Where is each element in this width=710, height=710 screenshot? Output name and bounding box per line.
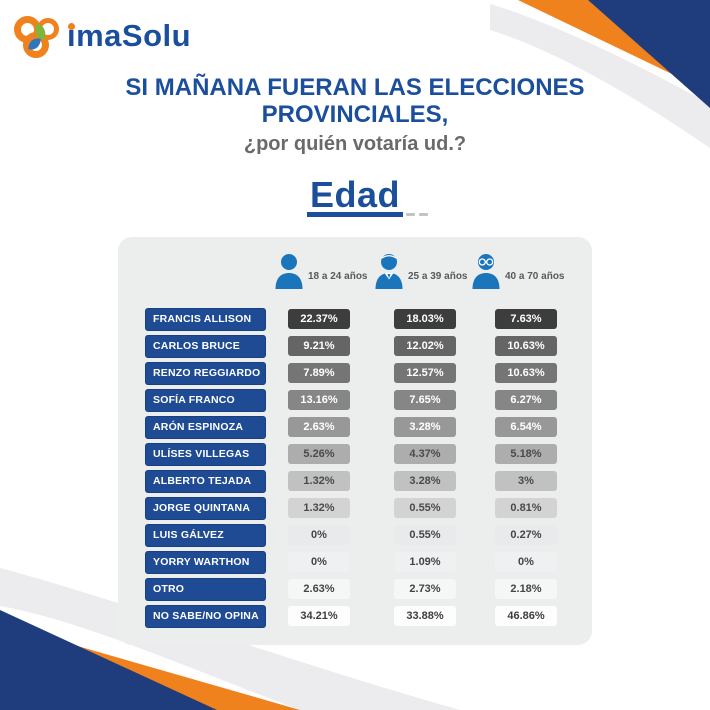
value-cell: 10.63% <box>495 362 557 383</box>
value-cell: 1.32% <box>288 470 350 491</box>
table-row: SOFÍA FRANCO 13.16% 7.65% 6.27% <box>118 386 592 413</box>
value-cell: 6.54% <box>495 416 557 437</box>
value-cell: 22.37% <box>288 308 350 329</box>
table-row: CARLOS BRUCE 9.21% 12.02% 10.63% <box>118 332 592 359</box>
value-cell: 3.28% <box>394 470 456 491</box>
table-row: RENZO REGGIARDO 7.89% 12.57% 10.63% <box>118 359 592 386</box>
value-cell: 0.55% <box>394 497 456 518</box>
age-range-label: 25 a 39 años <box>408 271 468 282</box>
results-panel: 18 a 24 años 25 a 39 años 40 a 70 años F… <box>118 237 592 645</box>
value-cell: 2.63% <box>288 578 350 599</box>
value-cell: 2.73% <box>394 578 456 599</box>
value-cell: 13.16% <box>288 389 350 410</box>
value-cell: 3% <box>495 470 557 491</box>
age-range-label: 18 a 24 años <box>308 271 368 282</box>
candidate-name: OTRO <box>145 578 266 601</box>
question-subtitle: ¿por quién votaría ud.? <box>243 133 467 155</box>
orange-stripe <box>518 0 676 76</box>
age-column-header: 25 a 39 años <box>374 251 467 289</box>
candidate-name: RENZO REGGIARDO <box>145 362 266 385</box>
section-heading: Edad <box>309 174 400 215</box>
table-row: ULÍSES VILLEGAS 5.26% 4.37% 5.18% <box>118 440 592 467</box>
age-column-header: 40 a 70 años <box>471 251 564 289</box>
value-cell: 10.63% <box>495 335 557 356</box>
logo-text-wrap: imaSolu <box>67 12 191 60</box>
person-tie-icon <box>374 251 404 289</box>
value-cell: 12.02% <box>394 335 456 356</box>
value-cell: 9.21% <box>288 335 350 356</box>
table-row: ALBERTO TEJADA 1.32% 3.28% 3% <box>118 467 592 494</box>
candidate-name: LUIS GÁLVEZ <box>145 524 266 547</box>
logo-i-dot <box>68 23 75 30</box>
age-column-header: 18 a 24 años <box>274 251 367 289</box>
value-cell: 0% <box>288 551 350 572</box>
candidate-name: JORGE QUINTANA <box>145 497 266 520</box>
table-row: LUIS GÁLVEZ 0% 0.55% 0.27% <box>118 521 592 548</box>
person-glasses-icon <box>471 251 501 289</box>
age-columns: 18 a 24 años 25 a 39 años 40 a 70 años <box>118 251 592 301</box>
value-cell: 12.57% <box>394 362 456 383</box>
headline-block: SI MAÑANA FUERAN LAS ELECCIONES PROVINCI… <box>0 74 710 157</box>
value-cell: 2.63% <box>288 416 350 437</box>
candidate-name: ALBERTO TEJADA <box>145 470 266 493</box>
value-cell: 34.21% <box>288 605 350 626</box>
value-cell: 5.26% <box>288 443 350 464</box>
candidate-name: FRANCIS ALLISON <box>145 308 266 331</box>
headline-line2: PROVINCIALES, <box>261 101 449 128</box>
table-row: ARÓN ESPINOZA 2.63% 3.28% 6.54% <box>118 413 592 440</box>
value-cell: 46.86% <box>495 605 557 626</box>
candidate-name: YORRY WARTHON <box>145 551 266 574</box>
heading-underline-marks <box>406 213 428 216</box>
imasolu-logo-icon <box>14 12 62 60</box>
table-row: JORGE QUINTANA 1.32% 0.55% 0.81% <box>118 494 592 521</box>
value-cell: 7.63% <box>495 308 557 329</box>
headline-line1: SI MAÑANA FUERAN LAS ELECCIONES <box>125 74 585 101</box>
value-cell: 0.27% <box>495 524 557 545</box>
table-row: OTRO 2.63% 2.73% 2.18% <box>118 575 592 602</box>
value-cell: 6.27% <box>495 389 557 410</box>
value-cell: 33.88% <box>394 605 456 626</box>
value-cell: 0.81% <box>495 497 557 518</box>
logo-text: imaSolu <box>67 18 192 53</box>
value-cell: 5.18% <box>495 443 557 464</box>
table-row: NO SABE/NO OPINA 34.21% 33.88% 46.86% <box>118 602 592 629</box>
candidate-name: SOFÍA FRANCO <box>145 389 266 412</box>
logo: imaSolu <box>14 12 191 60</box>
person-icon <box>274 251 304 289</box>
value-cell: 18.03% <box>394 308 456 329</box>
value-cell: 2.18% <box>495 578 557 599</box>
age-range-label: 40 a 70 años <box>505 271 565 282</box>
heading-underline <box>307 212 403 217</box>
candidate-name: ARÓN ESPINOZA <box>145 416 266 439</box>
value-cell: 7.65% <box>394 389 456 410</box>
value-cell: 0% <box>288 524 350 545</box>
table-row: FRANCIS ALLISON 22.37% 18.03% 7.63% <box>118 305 592 332</box>
table-row: YORRY WARTHON 0% 1.09% 0% <box>118 548 592 575</box>
candidate-name: ULÍSES VILLEGAS <box>145 443 266 466</box>
candidate-name: CARLOS BRUCE <box>145 335 266 358</box>
candidate-name: NO SABE/NO OPINA <box>145 605 266 628</box>
value-cell: 0% <box>495 551 557 572</box>
value-cell: 1.32% <box>288 497 350 518</box>
value-cell: 3.28% <box>394 416 456 437</box>
results-rows: FRANCIS ALLISON 22.37% 18.03% 7.63% CARLOS… <box>118 305 592 629</box>
value-cell: 1.09% <box>394 551 456 572</box>
value-cell: 0.55% <box>394 524 456 545</box>
value-cell: 4.37% <box>394 443 456 464</box>
value-cell: 7.89% <box>288 362 350 383</box>
